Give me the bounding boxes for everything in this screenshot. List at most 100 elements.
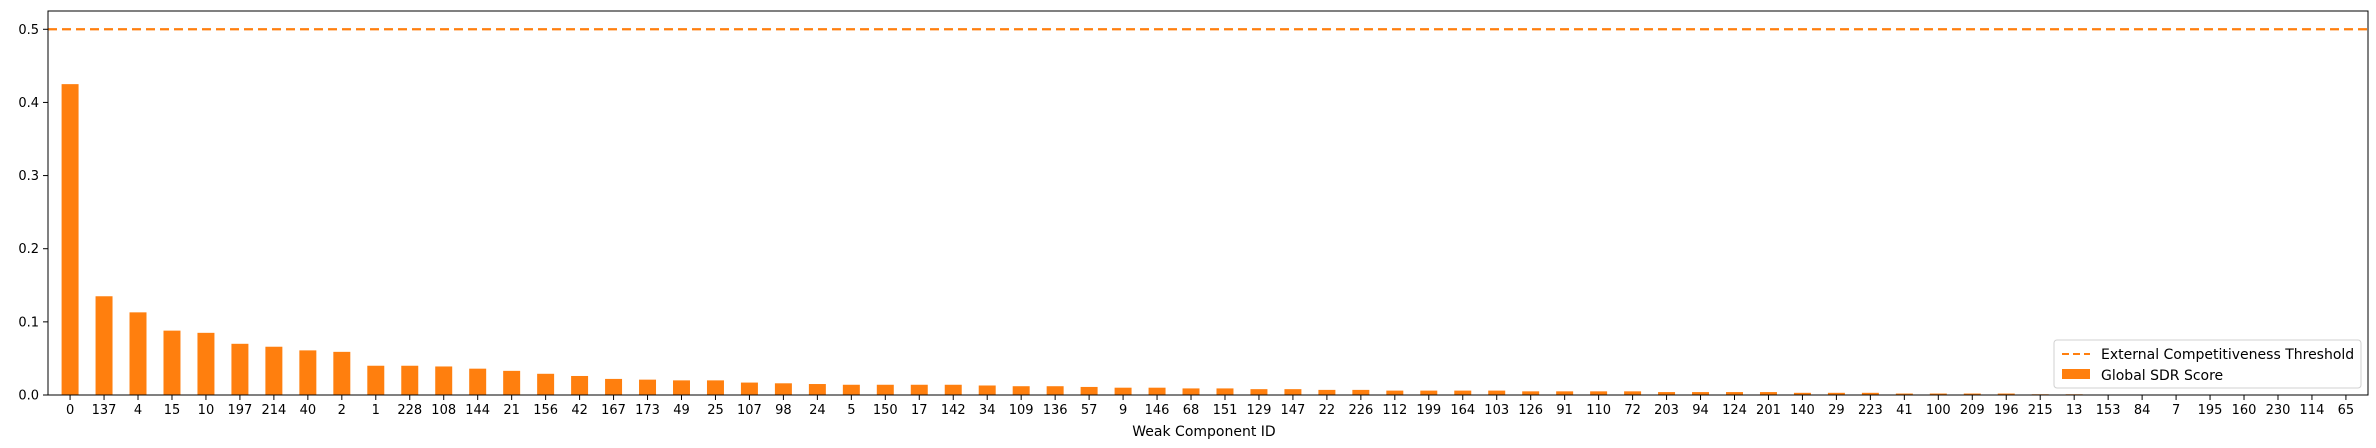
x-tick-label: 49	[673, 403, 690, 418]
x-tick-label: 15	[164, 403, 181, 418]
x-tick-label: 57	[1081, 403, 1098, 418]
bar	[1793, 392, 1811, 395]
bar	[1658, 392, 1676, 395]
bar	[1488, 390, 1506, 395]
x-tick-label: 100	[1926, 403, 1951, 418]
x-tick-label: 17	[911, 403, 928, 418]
bar	[333, 351, 351, 395]
bar	[808, 384, 826, 395]
x-tick-label: 167	[601, 403, 626, 418]
x-tick-label: 13	[2066, 403, 2083, 418]
bar	[61, 84, 79, 395]
x-tick-label: 151	[1213, 403, 1238, 418]
x-tick-label: 228	[397, 403, 422, 418]
bar	[401, 365, 419, 395]
bar	[1454, 390, 1472, 395]
x-tick-label: 0	[66, 403, 74, 418]
bar	[1284, 389, 1302, 395]
x-tick-label: 173	[635, 403, 660, 418]
bar	[1522, 391, 1540, 395]
x-tick-label: 126	[1518, 403, 1543, 418]
bar	[1250, 389, 1268, 395]
x-tick-label: 108	[431, 403, 456, 418]
x-tick-label: 137	[92, 403, 117, 418]
x-tick-label: 110	[1586, 403, 1611, 418]
bar	[537, 373, 555, 395]
x-tick-label: 196	[1994, 403, 2019, 418]
bar	[1182, 388, 1200, 395]
x-tick-label: 72	[1624, 403, 1641, 418]
y-tick-label: 0.2	[18, 242, 39, 257]
bar	[1352, 389, 1370, 395]
x-tick-label: 201	[1756, 403, 1781, 418]
bar	[605, 378, 623, 395]
bar	[197, 332, 215, 395]
legend-series-label: Global SDR Score	[2101, 368, 2223, 384]
x-tick-label: 215	[2028, 403, 2053, 418]
x-tick-label: 103	[1484, 403, 1509, 418]
x-tick-label: 226	[1348, 403, 1373, 418]
y-tick-label: 0.3	[18, 169, 39, 184]
x-tick-label: 140	[1790, 403, 1815, 418]
x-tick-label: 107	[737, 403, 762, 418]
bar	[435, 366, 453, 395]
x-tick-label: 147	[1281, 403, 1306, 418]
bar	[1929, 393, 1947, 395]
x-tick-label: 4	[134, 403, 142, 418]
x-tick-label: 94	[1692, 403, 1709, 418]
bar	[740, 382, 758, 395]
x-tick-label: 129	[1247, 403, 1272, 418]
x-tick-label: 9	[1119, 403, 1127, 418]
x-axis: 0 137 4 15 10 197 214 40 2 1 228 108 144 21 156 42 167 17…	[66, 395, 2354, 418]
bar	[673, 380, 690, 395]
x-tick-label: 156	[533, 403, 558, 418]
bar	[503, 370, 521, 395]
bar	[1012, 386, 1030, 395]
x-tick-label: 22	[1319, 403, 1336, 418]
x-tick-label: 195	[2198, 403, 2223, 418]
bar	[1216, 388, 1234, 395]
x-tick-label: 199	[1416, 403, 1441, 418]
bar	[1759, 392, 1777, 395]
x-tick-label: 230	[2266, 403, 2291, 418]
y-tick-label: 0.5	[18, 23, 39, 38]
bar	[1692, 392, 1710, 395]
bar	[639, 379, 657, 395]
bar	[1046, 386, 1064, 395]
x-tick-label: 146	[1145, 403, 1170, 418]
bar	[129, 312, 147, 395]
bar	[1726, 392, 1743, 395]
x-tick-label: 21	[503, 403, 520, 418]
plot-frame	[47, 10, 2369, 396]
y-tick-label: 0.1	[18, 315, 39, 330]
bar	[163, 330, 181, 395]
bar	[1080, 386, 1098, 395]
x-tick-label: 7	[2172, 403, 2180, 418]
x-tick-label: 197	[228, 403, 253, 418]
plot-background	[48, 11, 2368, 395]
bar	[469, 368, 487, 395]
x-tick-label: 160	[2232, 403, 2257, 418]
x-tick-label: 112	[1382, 403, 1407, 418]
x-tick-label: 2	[338, 403, 346, 418]
x-tick-label: 42	[571, 403, 588, 418]
bar	[876, 384, 894, 395]
x-tick-label: 34	[979, 403, 996, 418]
x-tick-label: 10	[198, 403, 215, 418]
x-tick-label: 142	[941, 403, 966, 418]
x-tick-label: 91	[1556, 403, 1573, 418]
x-tick-label: 25	[707, 403, 724, 418]
bar	[1624, 391, 1642, 395]
x-tick-label: 114	[2300, 403, 2325, 418]
bar	[1963, 393, 1981, 395]
bar	[1827, 392, 1845, 395]
bar	[1386, 390, 1404, 395]
x-tick-label: 214	[261, 403, 286, 418]
bar	[978, 385, 996, 395]
x-tick-label: 223	[1858, 403, 1883, 418]
legend: External Competitiveness Threshold Globa…	[2053, 339, 2362, 389]
bars-group	[61, 84, 2083, 395]
x-tick-label: 136	[1043, 403, 1068, 418]
x-tick-label: 5	[847, 403, 855, 418]
